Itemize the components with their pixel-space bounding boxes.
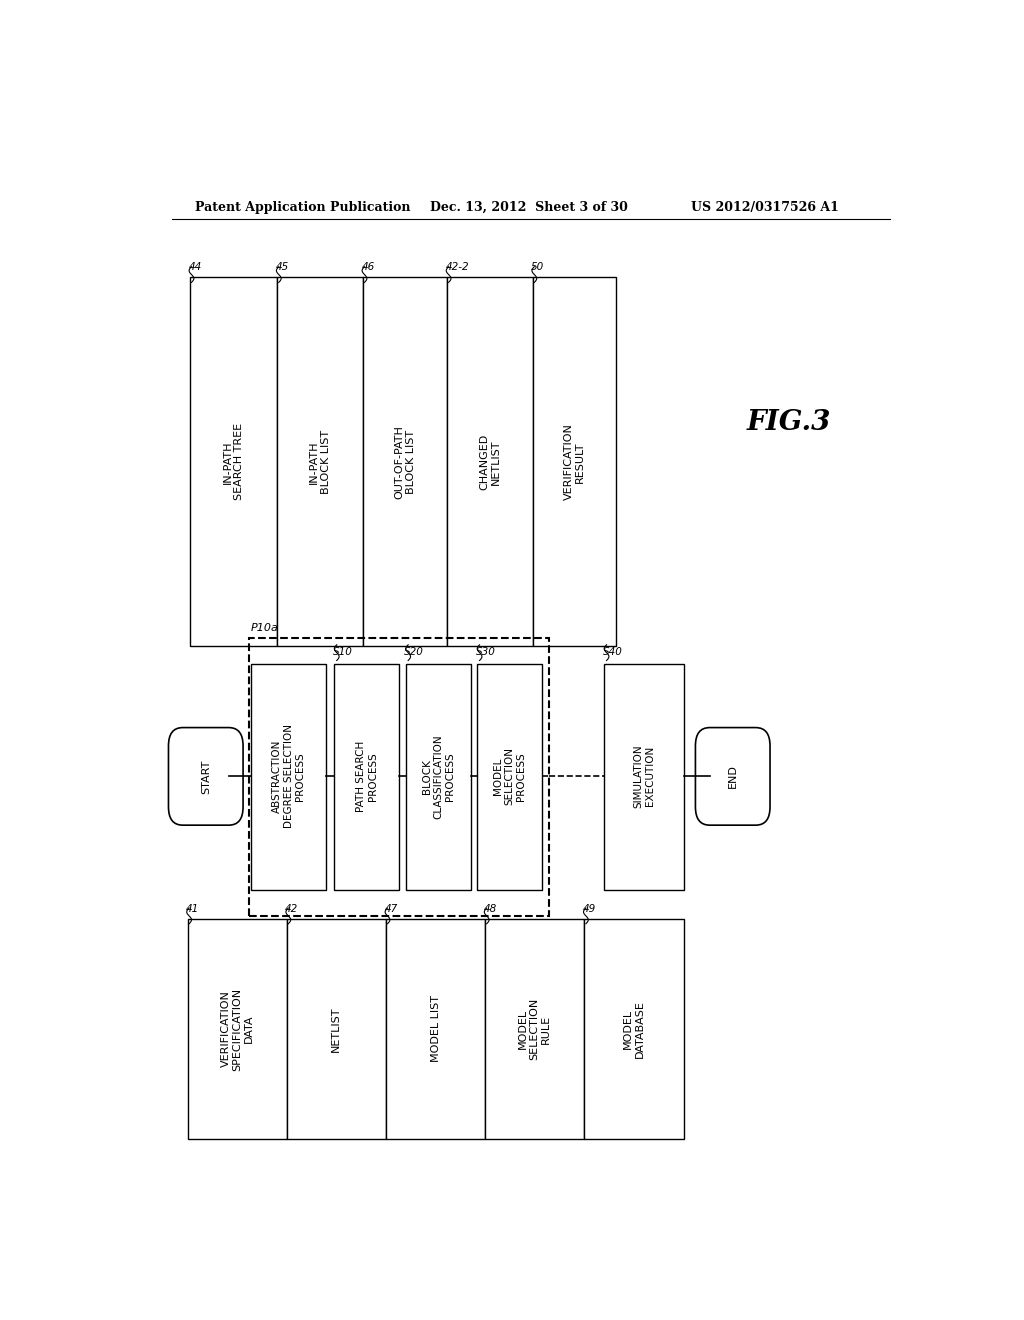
Text: SIMULATION
EXECUTION: SIMULATION EXECUTION — [633, 744, 654, 808]
FancyBboxPatch shape — [585, 919, 684, 1139]
Text: Patent Application Publication: Patent Application Publication — [196, 201, 411, 214]
Text: US 2012/0317526 A1: US 2012/0317526 A1 — [691, 201, 840, 214]
Text: 48: 48 — [483, 904, 497, 913]
FancyBboxPatch shape — [695, 727, 770, 825]
FancyBboxPatch shape — [169, 727, 243, 825]
Text: MODEL
SELECTION
RULE: MODEL SELECTION RULE — [518, 998, 551, 1060]
Text: PATH SEARCH
PROCESS: PATH SEARCH PROCESS — [356, 741, 378, 812]
Text: S40: S40 — [602, 647, 623, 657]
Text: CHANGED
NETLIST: CHANGED NETLIST — [479, 434, 501, 490]
Text: S30: S30 — [475, 647, 496, 657]
FancyBboxPatch shape — [532, 277, 616, 647]
Text: S10: S10 — [333, 647, 352, 657]
Text: MODEL
DATABASE: MODEL DATABASE — [624, 1001, 645, 1057]
Text: MODEL LIST: MODEL LIST — [430, 995, 440, 1063]
Text: FIG.3: FIG.3 — [748, 409, 831, 436]
FancyBboxPatch shape — [187, 919, 287, 1139]
Text: 45: 45 — [275, 263, 289, 272]
Text: NETLIST: NETLIST — [332, 1006, 341, 1052]
Text: IN-PATH
SEARCH TREE: IN-PATH SEARCH TREE — [223, 424, 245, 500]
FancyBboxPatch shape — [189, 277, 278, 647]
Text: MODEL
SELECTION
PROCESS: MODEL SELECTION PROCESS — [494, 747, 526, 805]
FancyBboxPatch shape — [278, 277, 362, 647]
Text: 44: 44 — [188, 263, 202, 272]
Text: 46: 46 — [361, 263, 375, 272]
FancyBboxPatch shape — [485, 919, 585, 1139]
FancyBboxPatch shape — [287, 919, 386, 1139]
Text: IN-PATH
BLOCK LIST: IN-PATH BLOCK LIST — [309, 430, 331, 494]
Text: VERIFICATION
RESULT: VERIFICATION RESULT — [563, 424, 585, 500]
FancyBboxPatch shape — [477, 664, 543, 890]
FancyBboxPatch shape — [362, 277, 447, 647]
Text: 49: 49 — [583, 904, 596, 913]
FancyBboxPatch shape — [251, 664, 327, 890]
Text: 47: 47 — [384, 904, 397, 913]
Text: 42-2: 42-2 — [445, 263, 469, 272]
Text: 41: 41 — [186, 904, 200, 913]
Text: BLOCK
CLASSIFICATION
PROCESS: BLOCK CLASSIFICATION PROCESS — [422, 734, 455, 818]
FancyBboxPatch shape — [604, 664, 684, 890]
Text: OUT-OF-PATH
BLOCK LIST: OUT-OF-PATH BLOCK LIST — [394, 425, 416, 499]
Text: Dec. 13, 2012  Sheet 3 of 30: Dec. 13, 2012 Sheet 3 of 30 — [430, 201, 628, 214]
FancyBboxPatch shape — [334, 664, 399, 890]
FancyBboxPatch shape — [447, 277, 532, 647]
Text: 42: 42 — [285, 904, 298, 913]
Text: 50: 50 — [531, 263, 545, 272]
Text: START: START — [201, 759, 211, 793]
Text: P10a: P10a — [250, 623, 279, 634]
Text: VERIFICATION
SPECIFICATION
DATA: VERIFICATION SPECIFICATION DATA — [220, 987, 254, 1071]
FancyBboxPatch shape — [406, 664, 471, 890]
Text: ABSTRACTION
DEGREE SELECTION
PROCESS: ABSTRACTION DEGREE SELECTION PROCESS — [272, 725, 305, 829]
Text: END: END — [728, 764, 737, 788]
FancyBboxPatch shape — [386, 919, 485, 1139]
Text: S20: S20 — [404, 647, 424, 657]
